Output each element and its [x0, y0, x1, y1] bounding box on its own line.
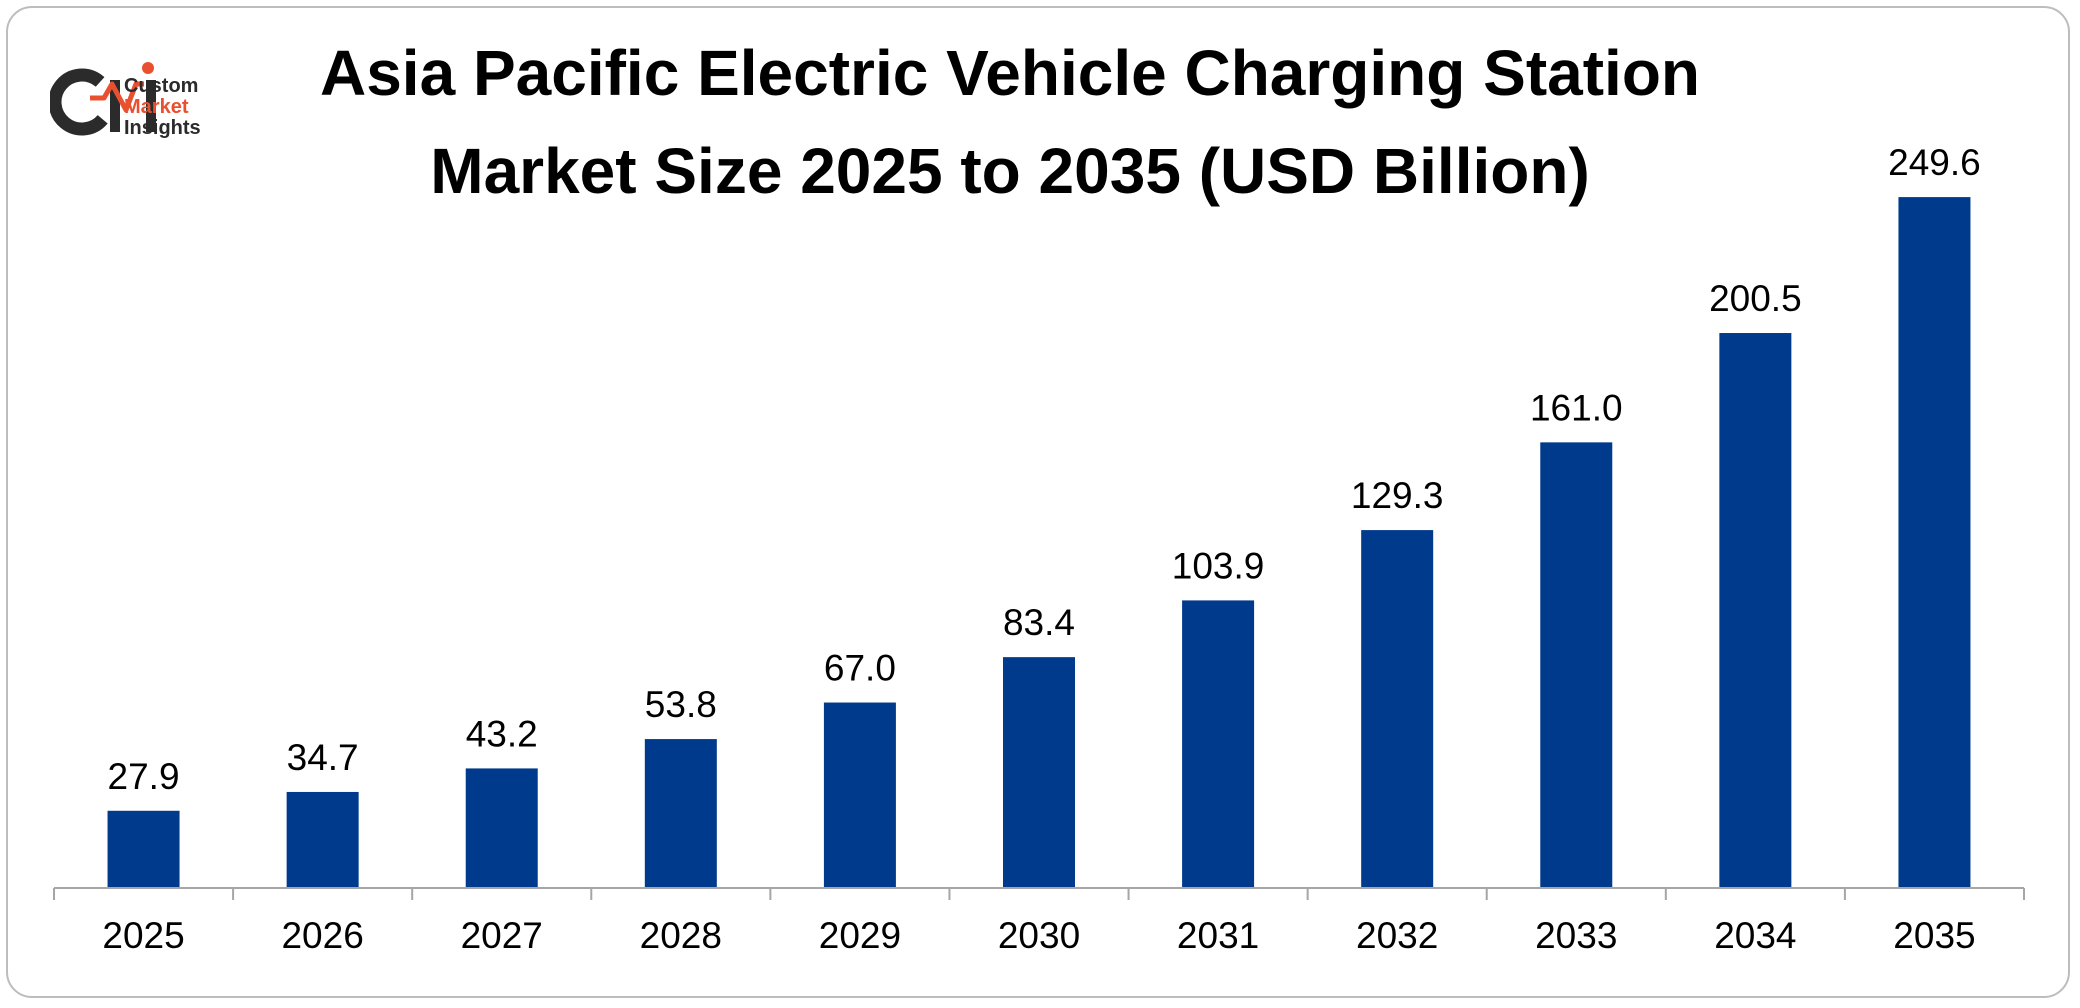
data-label: 161.0	[1530, 387, 1623, 428]
chart-title-line-2: Market Size 2025 to 2035 (USD Billion)	[430, 135, 1590, 207]
data-label: 34.7	[287, 737, 359, 778]
logo-mark-icon	[48, 62, 156, 136]
logo-line-custom: Custom	[124, 75, 199, 97]
data-label: 27.9	[108, 756, 180, 797]
x-tick-label: 2030	[998, 915, 1080, 956]
data-label: 83.4	[1003, 602, 1075, 643]
data-label: 249.6	[1888, 142, 1981, 183]
data-labels: 27.9 34.7 43.2 53.8 67.0 83.4 103.9 129.3 161.0 2…	[108, 142, 1981, 797]
bar	[1540, 442, 1613, 888]
x-axis	[53, 887, 2025, 900]
bar	[1003, 657, 1075, 888]
bar	[465, 768, 538, 888]
chart-title-line-1: Asia Pacific Electric Vehicle Charging S…	[319, 37, 1701, 109]
x-tick-label: 2033	[1535, 915, 1617, 956]
x-tick-label: 2025	[102, 915, 184, 956]
bar	[1361, 530, 1434, 888]
bar	[823, 702, 896, 888]
data-label: 43.2	[466, 713, 538, 754]
bar	[1182, 600, 1255, 888]
bar	[286, 791, 359, 888]
x-tick-label: 2027	[461, 915, 543, 956]
data-label: 67.0	[824, 648, 896, 689]
data-label: 53.8	[645, 684, 717, 725]
x-tick-label: 2032	[1356, 915, 1438, 956]
x-tick-label: 2034	[1714, 915, 1796, 956]
bar	[1719, 333, 1792, 888]
logo-line-market: Market	[124, 96, 189, 118]
bar-series	[107, 197, 1971, 889]
x-tick-labels: 2025 2026 2027 2028 2029 2030 2031 2032 2033 2034…	[102, 915, 1975, 956]
logo-line-insights: Insights	[124, 117, 201, 139]
bar	[644, 739, 717, 888]
data-label: 103.9	[1172, 545, 1265, 586]
bar	[107, 810, 180, 888]
data-label: 129.3	[1351, 475, 1444, 516]
data-label: 200.5	[1709, 278, 1802, 319]
company-logo	[48, 58, 240, 144]
x-tick-label: 2029	[819, 915, 901, 956]
x-tick-label: 2031	[1177, 915, 1259, 956]
logo-wordmark: Custom Market Insights	[124, 76, 201, 139]
x-tick-label: 2028	[640, 915, 722, 956]
x-tick-label: 2035	[1893, 915, 1975, 956]
bar	[1898, 197, 1971, 889]
chart-title: Asia Pacific Electric Vehicle Charging S…	[220, 24, 1800, 220]
x-tick-label: 2026	[281, 915, 363, 956]
